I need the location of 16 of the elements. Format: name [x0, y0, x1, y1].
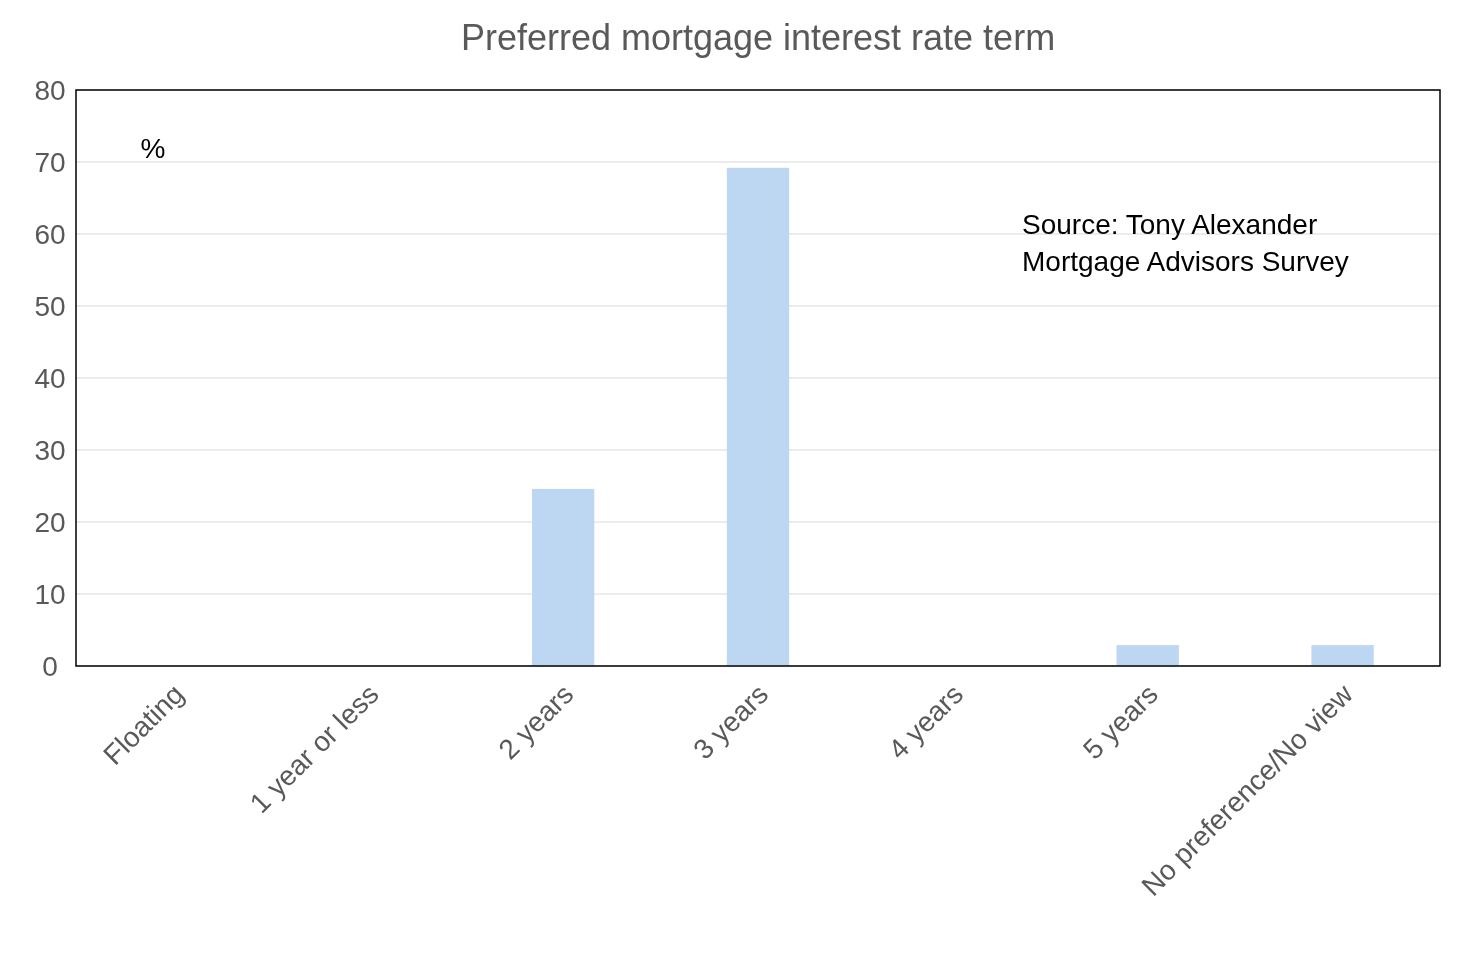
y-tick-label: 0: [42, 650, 58, 682]
annotation: Source: Tony Alexander Mortgage Advisors Survey: [1022, 209, 1349, 277]
y-tick-label: 10: [34, 578, 66, 610]
y-axis-title: %: [140, 133, 166, 164]
y-tick-label: 80: [34, 74, 66, 106]
y-tick-label: 50: [34, 290, 66, 322]
y-tick-label: 60: [34, 218, 66, 250]
y-tick-label: 30: [34, 434, 66, 466]
y-tick-label: 40: [34, 362, 66, 394]
chart-title: Preferred mortgage interest rate term: [460, 17, 1056, 58]
bar: [726, 167, 790, 666]
y-tick-label: 70: [34, 146, 66, 178]
bar: [1116, 645, 1179, 666]
y-tick-label: 20: [34, 506, 66, 538]
bar: [1311, 645, 1374, 666]
bar: [531, 488, 595, 666]
